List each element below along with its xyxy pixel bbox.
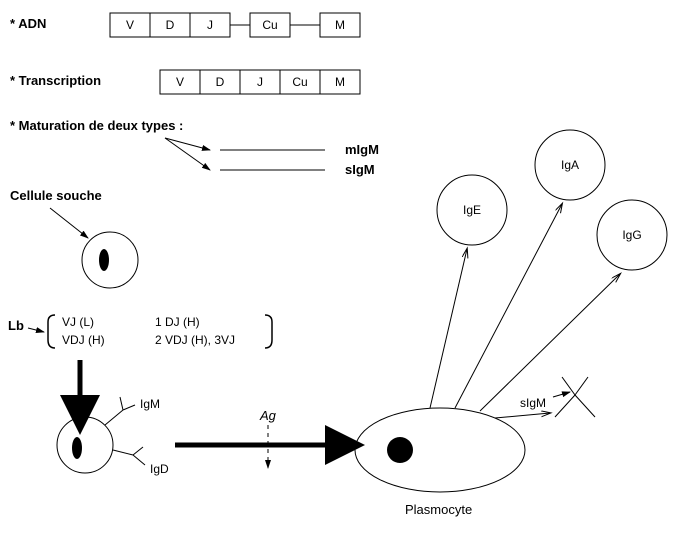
dj-h-label: 1 DJ (H) xyxy=(155,315,200,329)
trans-box-label: D xyxy=(216,75,225,89)
arrow xyxy=(455,204,562,408)
migm-label: mIgM xyxy=(345,142,379,157)
sigm2-label: sIgM xyxy=(520,396,546,410)
arrow xyxy=(553,392,570,397)
vdj-h-label: VDJ (H) xyxy=(62,333,105,347)
arrow xyxy=(495,413,550,418)
maturation-label: * Maturation de deux types : xyxy=(10,118,183,133)
trans-box-label: Cu xyxy=(292,75,307,89)
stem-cell-nucleus xyxy=(99,249,109,271)
bracket xyxy=(265,315,272,348)
mature-cell-nucleus xyxy=(72,437,82,459)
mature-cell xyxy=(57,417,113,473)
receptor xyxy=(123,405,135,410)
receptor xyxy=(120,397,123,410)
adn-box-label: J xyxy=(207,18,213,32)
adn-box-label: Cu xyxy=(262,18,277,32)
transcription-label: * Transcription xyxy=(10,73,101,88)
adn-box-label: M xyxy=(335,18,345,32)
stem-cell xyxy=(82,232,138,288)
lb-label: Lb xyxy=(8,318,24,333)
antibody xyxy=(575,395,595,417)
sigm-label: sIgM xyxy=(345,162,375,177)
iga-label: IgA xyxy=(561,158,579,172)
plasmocyte-nucleus xyxy=(387,437,413,463)
arrow xyxy=(480,274,620,411)
trans-box-label: V xyxy=(176,75,184,89)
igd-label: IgD xyxy=(150,462,169,476)
igg-label: IgG xyxy=(622,228,641,242)
cellule-souche-label: Cellule souche xyxy=(10,188,102,203)
adn-box-label: D xyxy=(166,18,175,32)
receptor xyxy=(133,447,143,455)
bracket xyxy=(48,315,55,348)
plasmocyte-cell xyxy=(355,408,525,492)
arrow xyxy=(430,249,467,408)
receptor xyxy=(105,410,123,425)
ige-label: IgE xyxy=(463,203,481,217)
arrow xyxy=(50,208,88,238)
receptor xyxy=(113,450,133,455)
trans-box-label: J xyxy=(257,75,263,89)
antibody xyxy=(555,395,575,417)
arrow xyxy=(28,328,44,332)
plasmocyte-label: Plasmocyte xyxy=(405,502,472,517)
igm-label: IgM xyxy=(140,397,160,411)
receptor xyxy=(133,455,145,465)
antibody xyxy=(575,377,588,395)
maturation-arrow xyxy=(165,138,210,170)
trans-box-label: M xyxy=(335,75,345,89)
vj-l-label: VJ (L) xyxy=(62,315,94,329)
adn-label: * ADN xyxy=(10,16,46,31)
adn-box-label: V xyxy=(126,18,134,32)
ag-label: Ag xyxy=(259,408,277,423)
maturation-arrow xyxy=(165,138,210,150)
vdj-h2-label: 2 VDJ (H), 3VJ xyxy=(155,333,235,347)
